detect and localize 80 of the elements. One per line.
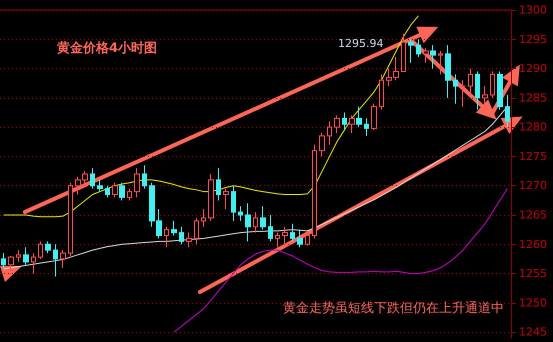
candlestick — [60, 250, 66, 268]
candlestick — [505, 94, 510, 128]
candlestick — [349, 114, 355, 134]
candlestick — [275, 232, 280, 248]
candlestick — [482, 86, 488, 104]
candlestick — [134, 168, 140, 198]
candlestick — [186, 232, 192, 248]
candlestick — [305, 232, 310, 246]
y-tick-label: 1270 — [519, 179, 547, 192]
candlestick — [327, 120, 332, 146]
candlestick — [408, 38, 414, 64]
y-tick-label: 1300 — [519, 4, 547, 16]
candlestick — [23, 246, 29, 266]
candlestick — [490, 71, 495, 98]
candlestick — [90, 168, 95, 190]
candlestick — [297, 229, 303, 248]
candlestick — [223, 188, 229, 210]
candlestick — [112, 182, 118, 198]
candlestick — [164, 226, 169, 248]
candlestick — [445, 44, 451, 98]
y-tick-label: 1285 — [519, 91, 547, 104]
candlestick — [238, 206, 243, 222]
line-series — [3, 15, 419, 218]
y-tick-label: 1260 — [519, 238, 547, 251]
candlestick — [8, 256, 14, 272]
candlestick — [53, 244, 58, 277]
text: 黄金价格4小时图 — [56, 41, 158, 56]
candlestick — [290, 223, 295, 242]
annotation: 黄金走势虽短线下跌但仍在上升通道中 — [283, 301, 504, 316]
candlestick — [1, 252, 6, 268]
candlestick — [460, 80, 466, 108]
candlestick — [208, 174, 214, 222]
y-tick-label: 1245 — [519, 326, 547, 339]
y-tick-label: 1255 — [519, 267, 547, 280]
candlestick — [16, 250, 21, 262]
y-tick-label: 1280 — [519, 120, 547, 134]
candlestick — [401, 33, 406, 72]
candlestick — [97, 179, 103, 192]
candlestick — [371, 103, 377, 131]
candlestick — [319, 132, 325, 157]
candlestick — [268, 214, 273, 242]
candlestick — [171, 220, 177, 236]
candlestick — [282, 226, 288, 245]
candlestick — [45, 240, 51, 254]
candlestick — [201, 208, 206, 228]
candlestick — [497, 71, 503, 110]
candlestick — [423, 48, 429, 64]
y-tick-label: 1295 — [519, 32, 547, 46]
candlestick — [216, 168, 221, 201]
candlestick — [142, 164, 147, 190]
candlestick — [453, 74, 458, 104]
candlestick — [179, 226, 184, 245]
candlestick — [260, 206, 266, 230]
candlestick — [312, 144, 317, 239]
candlestick — [119, 182, 125, 201]
candlestick — [379, 74, 384, 110]
candlestick — [127, 188, 132, 201]
candlestick — [438, 50, 443, 75]
candlestick — [475, 71, 480, 110]
y-tick-label: 1290 — [519, 62, 547, 76]
candlestick — [364, 118, 369, 136]
y-tick-label: 1250 — [519, 296, 547, 310]
candlestick — [31, 252, 36, 274]
candlestick — [356, 106, 362, 128]
candlestick — [430, 44, 436, 70]
candlestick — [231, 185, 236, 222]
candlestick — [105, 185, 110, 198]
candlestick — [416, 38, 421, 58]
candlestick — [38, 240, 43, 260]
annotation: 1295.94 — [338, 37, 384, 50]
y-tick-label: 1275 — [519, 150, 547, 163]
line-series — [174, 188, 508, 333]
candlestick — [68, 182, 73, 256]
y-tick-label: 1265 — [519, 208, 547, 222]
candlestick — [245, 202, 251, 242]
candlestick — [342, 112, 347, 131]
candlestick — [194, 217, 199, 245]
candlestick — [468, 68, 473, 96]
candlestick — [334, 114, 340, 134]
candlestick — [253, 212, 258, 234]
